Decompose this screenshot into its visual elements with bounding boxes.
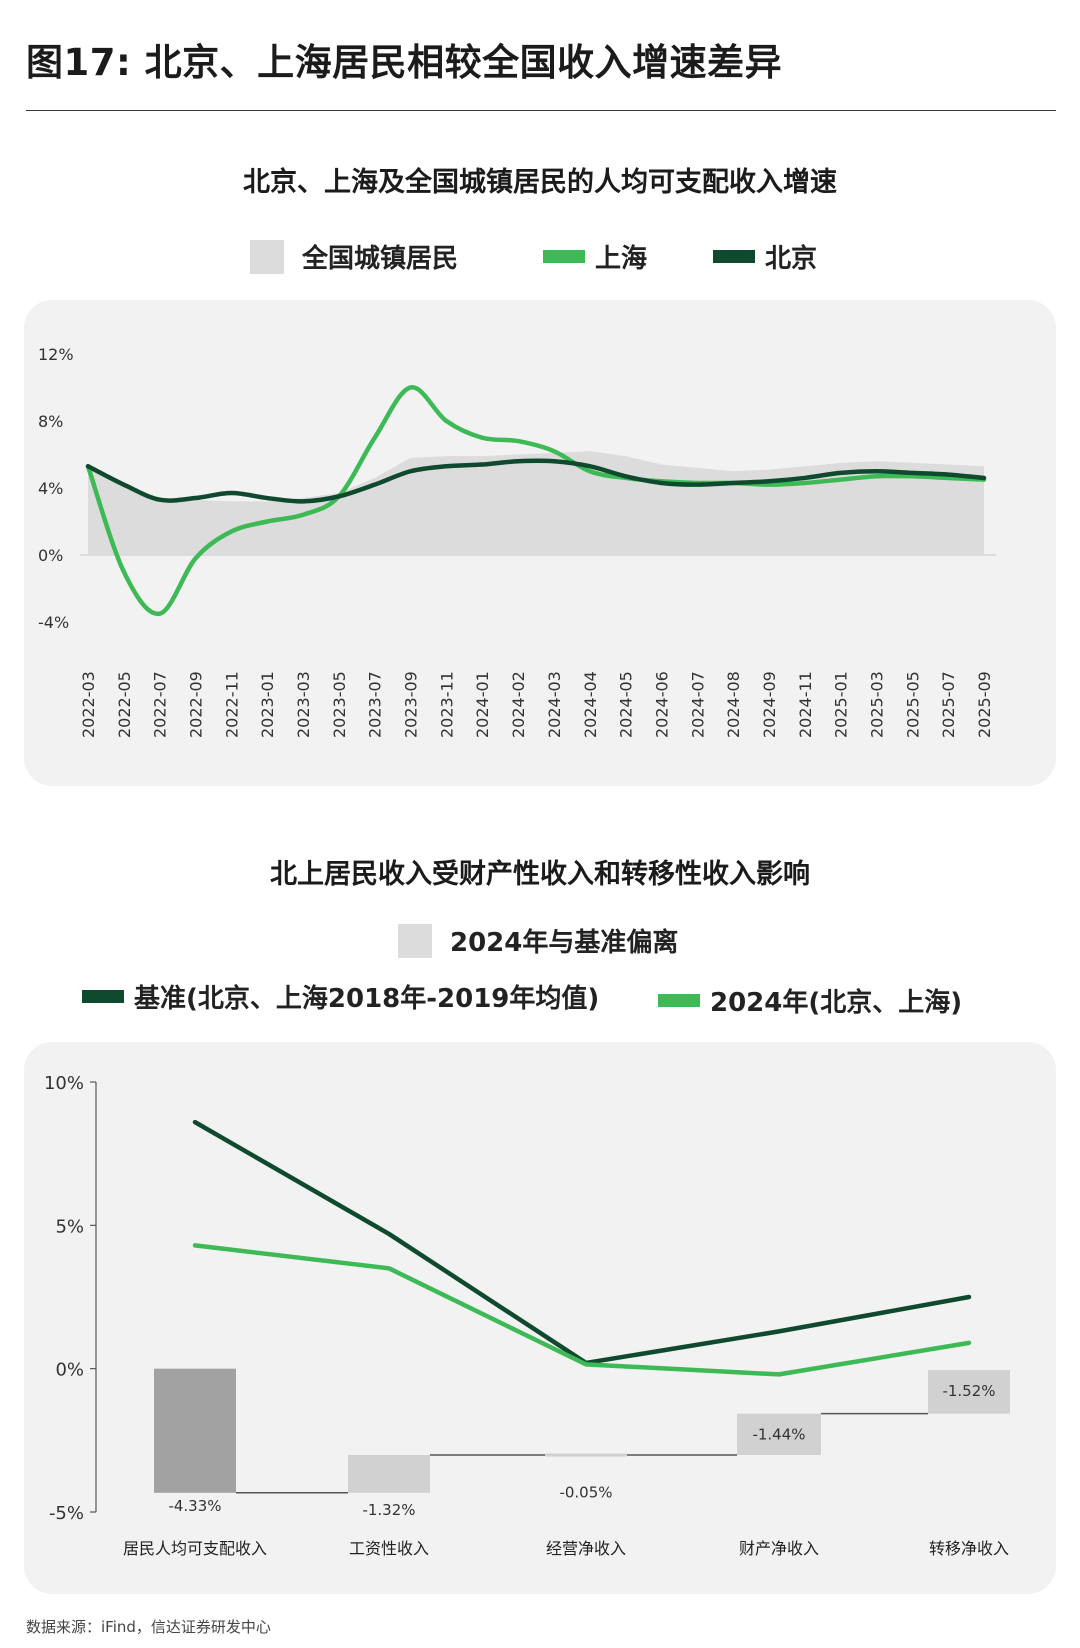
legend-2024-label: 2024年(北京、上海) [710,988,963,1018]
chart1-x-tick: 2023-01 [258,671,277,738]
chart1-legend-shanghai: 上海 [543,238,647,275]
source-note: 数据来源：iFind，信达证券研发中心 [26,1618,271,1636]
chart1-x-tick: 2022-11 [222,671,241,738]
deviation-bar [737,1413,821,1455]
chart1-x-tick: 2022-03 [79,671,98,738]
chart1-x-tick: 2024-01 [473,671,492,738]
chart2-legend-baseline: 基准(北京、上海2018年-2019年均值) [82,978,599,1015]
chart1-x-tick: 2024-06 [652,671,671,738]
chart1-y-tick: 8% [38,412,63,431]
legend-bar-swatch [398,923,432,958]
chart1-x-tick: 2024-02 [509,671,528,738]
chart1-x-tick: 2025-07 [939,671,958,738]
chart1-x-tick: 2024-11 [796,671,815,738]
legend-beijing-label: 北京 [765,244,818,274]
chart1-x-tick: 2025-05 [903,671,922,738]
chart1-x-tick: 2023-07 [366,671,385,738]
chart1-svg: 12% 8% 4% 0% -4% 2022-03 2022-05 2022-07 2022-09… [38,345,996,738]
chart1-x-tick: 2024-08 [724,671,743,738]
chart2-legend-2024: 2024年(北京、上海) [658,982,962,1019]
national-area [88,451,984,555]
legend-national-label: 全国城镇居民 [302,244,459,274]
legend-2024-swatch [658,994,700,1007]
chart1-x-tick: 2022-05 [115,671,134,738]
bar-value-label: -1.32% [362,1501,415,1519]
chart2-y-tick: 10% [44,1073,84,1094]
chart1-y-tick: 12% [38,345,74,364]
chart2-category-label: 转移净收入 [929,1539,1009,1558]
legend-beijing-swatch [713,250,755,263]
chart2-y-tick: -5% [49,1503,84,1524]
chart1-x-tick: 2023-11 [437,671,456,738]
line-2024 [192,1243,972,1377]
figure-title: 图17: 北京、上海居民相较全国收入增速差异 [26,41,783,84]
chart2-legend-bars: 2024年与基准偏离 [398,922,678,959]
chart1-legend-national: 全国城镇居民 [250,238,458,275]
chart2-svg: 10% 5% 0% -5% -4.33% -1.32% -0.05% -1.44% -1.52%… [44,1073,1010,1558]
chart1-x-tick: 2023-09 [402,671,421,738]
title-divider [26,110,1056,111]
chart1-x-tick: 2025-09 [975,671,994,738]
chart1-x-tick: 2024-04 [581,671,600,738]
chart2-category-label: 财产净收入 [739,1539,819,1558]
bar-value-label: -1.52% [942,1382,995,1400]
legend-baseline-label: 基准(北京、上海2018年-2019年均值) [134,984,600,1014]
beijing-line [85,458,987,504]
deviation-bar [348,1454,430,1493]
deviation-bar [928,1370,1010,1414]
chart2-category-label: 工资性收入 [349,1539,429,1558]
chart1-x-tick: 2025-03 [867,671,886,738]
chart1-x-tick: 2023-05 [330,671,349,738]
chart2-y-tick: 0% [55,1360,84,1381]
bar-value-label: -1.44% [752,1426,805,1444]
chart2-y-tick: 5% [55,1216,84,1237]
shanghai-line [85,385,987,616]
chart1-x-tick: 2023-03 [294,671,313,738]
chart1-x-tick: 2024-05 [617,671,636,738]
legend-area-swatch [250,239,284,274]
legend-shanghai-swatch [543,250,585,263]
deviation-bar [154,1368,236,1493]
legend-baseline-swatch [82,990,124,1003]
chart1-x-tick: 2025-01 [832,671,851,738]
chart1-title: 北京、上海及全国城镇居民的人均可支配收入增速 [243,167,837,198]
legend-bars-label: 2024年与基准偏离 [450,928,679,958]
chart2-category-label: 居民人均可支配收入 [123,1539,267,1558]
chart1-x-tick: 2024-07 [688,671,707,738]
chart1-x-tick: 2024-09 [760,671,779,738]
chart1-x-tick: 2022-07 [151,671,170,738]
chart1-panel: 12% 8% 4% 0% -4% 2022-03 2022-05 2022-07 2022-09… [24,300,1056,786]
legend-shanghai-label: 上海 [595,244,648,274]
chart1-y-tick: -4% [38,613,69,632]
chart1-legend-beijing: 北京 [713,238,817,275]
bar-value-label: -0.05% [559,1484,612,1502]
chart2-category-label: 经营净收入 [546,1539,626,1558]
deviation-bar [545,1453,627,1457]
chart1-x-tick: 2024-03 [545,671,564,738]
chart1-y-tick: 0% [38,546,63,565]
chart1-y-tick: 4% [38,479,63,498]
chart2-panel: 10% 5% 0% -5% -4.33% -1.32% -0.05% -1.44% -1.52%… [24,1042,1056,1594]
baseline-line [192,1119,972,1366]
bar-value-label: -4.33% [168,1497,221,1515]
chart2-title: 北上居民收入受财产性收入和转移性收入影响 [270,859,810,890]
chart1-x-tick: 2022-09 [187,671,206,738]
